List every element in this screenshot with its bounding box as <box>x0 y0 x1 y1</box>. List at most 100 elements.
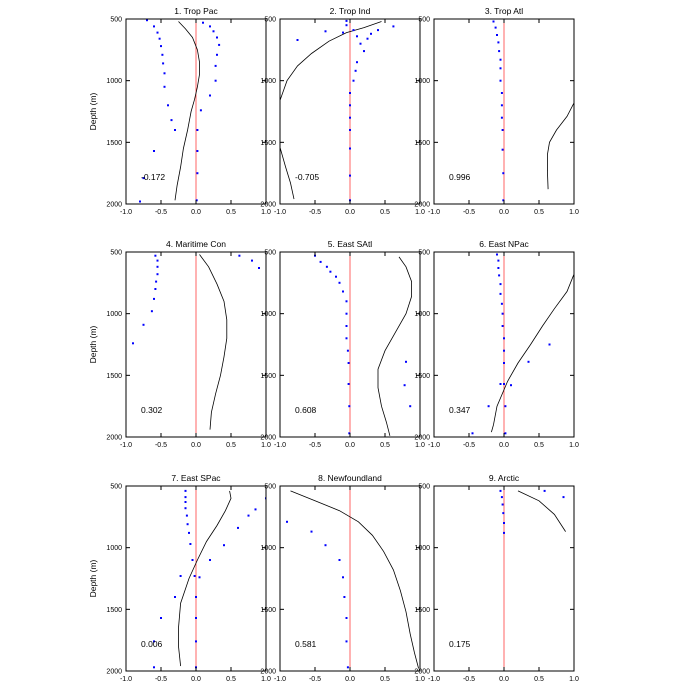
data-point <box>286 520 288 523</box>
data-point <box>185 514 188 517</box>
data-point <box>142 323 145 326</box>
data-point <box>343 596 346 598</box>
data-point <box>209 559 211 561</box>
data-point <box>153 297 155 300</box>
data-point <box>363 50 365 53</box>
x-tick-label: 0.5 <box>534 442 544 449</box>
y-tick-label: 2000 <box>414 435 430 442</box>
x-tick-label: 1.0 <box>569 442 579 449</box>
data-point <box>349 92 351 94</box>
data-point <box>349 104 351 107</box>
panel-7: 7. East SPac -1.0 -0.5 0.0 0.5 1.0 500 1000 1500… <box>88 473 271 683</box>
data-point <box>191 559 194 561</box>
data-point <box>342 290 344 293</box>
data-point <box>499 79 502 82</box>
data-point <box>501 312 504 315</box>
data-point <box>209 25 211 28</box>
data-point <box>154 254 157 257</box>
data-layer <box>132 254 260 430</box>
data-point <box>195 199 198 202</box>
data-layer <box>139 19 221 203</box>
data-point <box>324 30 327 33</box>
x-tick-label: 0.5 <box>534 209 544 216</box>
data-point <box>359 42 362 45</box>
x-tick-label: 0.0 <box>499 676 509 683</box>
y-axis-label: Depth (m) <box>88 559 98 597</box>
x-tick-label: 0.0 <box>345 676 355 683</box>
data-point <box>218 43 221 46</box>
panel-3: 3. Trop Atl -1.0 -0.5 0.0 0.5 1.0 500 1000 1500 2… <box>414 6 579 216</box>
data-point <box>258 267 260 269</box>
panel-title: 7. East SPac <box>171 473 221 483</box>
y-tick-label: 1500 <box>414 607 430 614</box>
data-point <box>214 64 217 67</box>
x-tick-label: 0.0 <box>191 676 201 683</box>
data-point <box>502 512 505 515</box>
data-point <box>160 617 162 619</box>
data-point <box>161 53 164 56</box>
data-point <box>504 432 507 435</box>
x-tick-label: 0.5 <box>226 676 236 683</box>
x-tick-label: 1.0 <box>415 442 425 449</box>
x-tick-label: 0.5 <box>380 442 390 449</box>
data-point <box>499 58 502 61</box>
y-tick-label: 1500 <box>106 140 122 147</box>
data-layer <box>499 489 566 534</box>
correlation-curve <box>174 21 200 201</box>
data-point <box>179 575 182 577</box>
x-tick-label: 1.0 <box>569 209 579 216</box>
data-point <box>345 325 348 327</box>
data-point <box>499 383 502 385</box>
data-point <box>186 523 189 526</box>
data-point <box>156 259 159 262</box>
y-tick-label: 1500 <box>414 140 430 147</box>
data-point <box>349 147 351 150</box>
data-point <box>471 432 474 435</box>
x-tick-label: 1.0 <box>415 209 425 216</box>
panel-5: 5. East SAtl -1.0 -0.5 0.0 0.5 1.0 500 1000 1500… <box>260 239 425 449</box>
data-point <box>174 129 176 131</box>
x-tick-label: -1.0 <box>120 442 132 449</box>
data-point <box>496 34 498 36</box>
correlation-value: 0.608 <box>295 405 317 415</box>
correlation-value: 0.347 <box>449 405 471 415</box>
data-point <box>501 129 504 131</box>
panel-title: 3. Trop Atl <box>485 6 523 16</box>
x-tick-label: -1.0 <box>274 442 286 449</box>
data-point <box>403 384 406 387</box>
data-point <box>527 360 530 363</box>
data-point <box>342 576 344 579</box>
data-layer <box>492 20 574 202</box>
data-point <box>370 32 372 35</box>
data-point <box>345 300 348 303</box>
data-point <box>216 36 218 39</box>
data-point <box>499 283 502 286</box>
correlation-value: -0.172 <box>141 172 165 182</box>
correlation-curve <box>280 21 382 200</box>
data-point <box>338 559 341 561</box>
data-point <box>500 116 503 119</box>
data-point <box>237 526 239 529</box>
data-point <box>503 362 505 364</box>
data-point <box>216 53 218 56</box>
data-point <box>338 281 341 284</box>
data-point <box>162 62 165 65</box>
data-point <box>184 496 187 499</box>
data-point <box>335 275 337 278</box>
data-layer <box>471 253 574 435</box>
data-point <box>196 150 199 152</box>
x-tick-label: 1.0 <box>261 676 271 683</box>
data-point <box>325 265 328 268</box>
data-point <box>497 267 500 269</box>
data-point <box>346 666 349 669</box>
y-tick-label: 500 <box>264 17 276 24</box>
data-point <box>324 544 327 547</box>
data-point <box>503 383 505 385</box>
data-point <box>155 280 158 283</box>
data-point <box>349 174 351 177</box>
data-point <box>499 292 502 295</box>
y-tick-label: 2000 <box>106 669 122 676</box>
y-tick-label: 1000 <box>414 311 430 318</box>
x-tick-label: -1.0 <box>274 676 286 683</box>
data-point <box>405 360 407 363</box>
